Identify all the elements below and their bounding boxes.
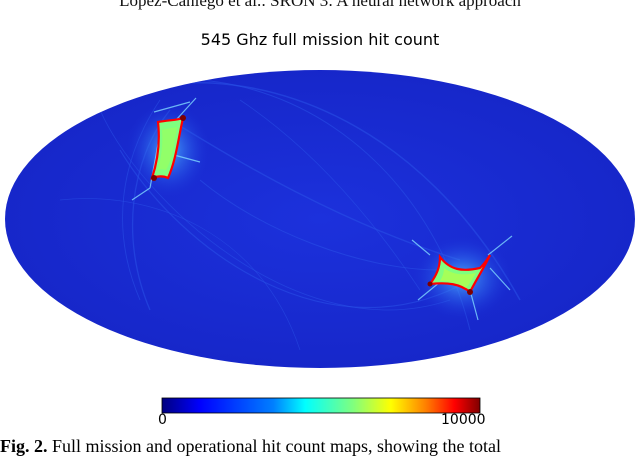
sky-ellipse — [5, 70, 635, 368]
caption-text: Full mission and operational hit count m… — [52, 436, 501, 456]
colorbar-min-label: 0 — [158, 412, 167, 428]
colorbar-max-label: 10000 — [441, 412, 486, 428]
hotspot-north — [126, 97, 210, 201]
map-title: 545 Ghz full mission hit count — [200, 30, 440, 49]
figure-caption: Fig. 2. Full mission and operational hit… — [0, 436, 640, 457]
hotspot-south — [411, 235, 513, 321]
colorbar — [161, 397, 481, 414]
caption-label: Fig. 2. — [0, 436, 48, 456]
page-header-text: Lopez-Caniego et al.: SRON 3: A neural n… — [119, 0, 521, 10]
